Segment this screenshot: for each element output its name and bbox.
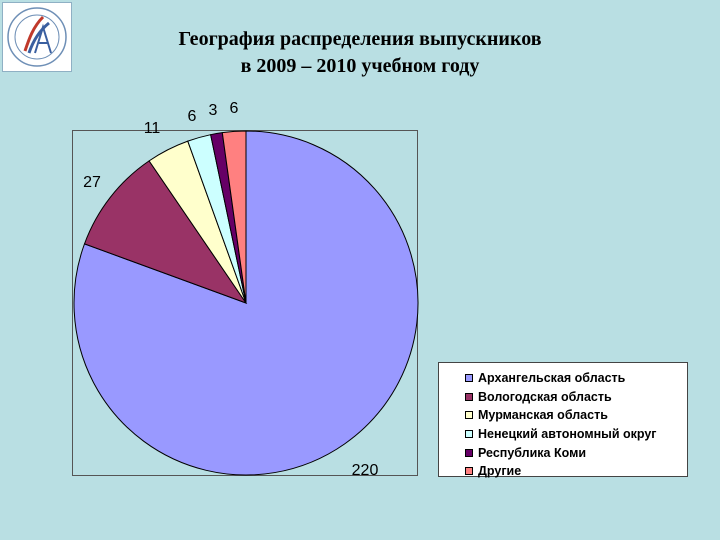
data-label: 27	[83, 174, 101, 191]
logo	[2, 2, 72, 72]
legend-swatch	[465, 411, 473, 420]
legend-label: Мурманская область	[478, 408, 608, 423]
legend: Архангельская область Вологодская область…	[438, 362, 688, 478]
legend-swatch	[465, 430, 473, 439]
legend-item: Республика Коми	[465, 443, 687, 462]
legend-label: Вологодская область	[478, 389, 612, 404]
data-label: 3	[209, 102, 218, 119]
legend-label: Ненецкий автономный округ	[478, 427, 657, 442]
data-label: 6	[230, 100, 239, 117]
chart-title: География распределения выпускников в 20…	[110, 26, 610, 80]
chart-title-line-2: в 2009 – 2010 учебном году	[240, 55, 480, 77]
pie-slice	[221, 130, 247, 304]
legend-item: Архангельская область	[465, 369, 687, 388]
pie-slice	[83, 160, 248, 305]
data-label: 11	[144, 120, 161, 137]
legend-swatch	[465, 374, 473, 383]
legend-label: Республика Коми	[478, 445, 587, 460]
chart-title-line-1: География распределения выпускников	[178, 28, 542, 50]
data-label: 6	[188, 108, 197, 125]
logo-emblem-icon	[7, 7, 67, 67]
legend-swatch	[465, 392, 473, 401]
legend-item: Другие	[465, 462, 687, 481]
legend-item: Вологодская область	[465, 388, 687, 407]
legend-item: Мурманская область	[465, 406, 687, 425]
legend-swatch	[465, 448, 473, 457]
data-label: 220	[352, 462, 379, 479]
legend-item: Ненецкий автономный округ	[465, 425, 687, 444]
legend-swatch	[465, 467, 473, 476]
legend-label: Архангельская область	[478, 371, 626, 386]
legend-label: Другие	[478, 464, 522, 479]
